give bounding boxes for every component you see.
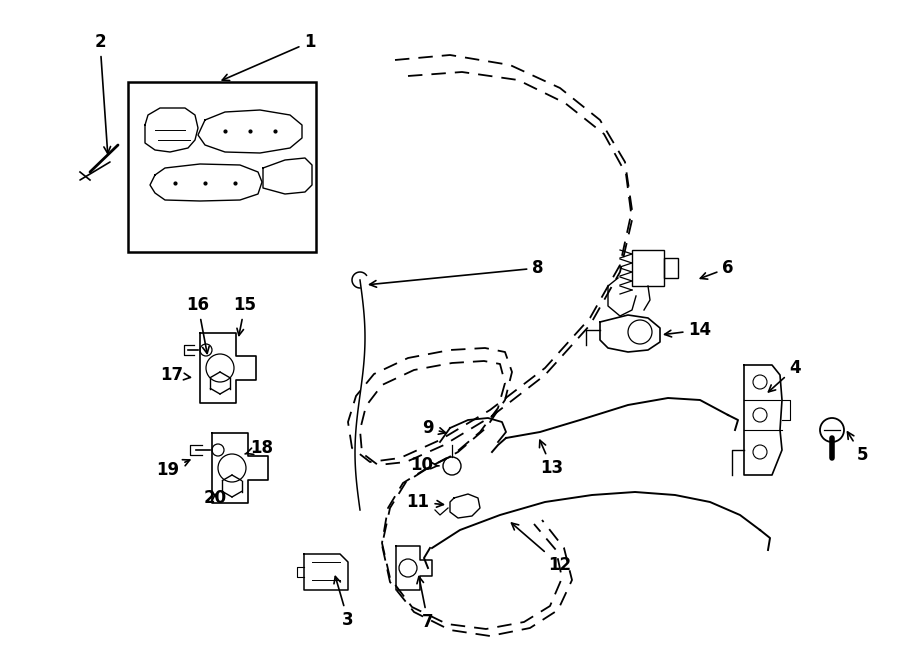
- Bar: [128, 82, 316, 252]
- Text: 20: 20: [203, 489, 227, 507]
- Text: 7: 7: [417, 576, 434, 631]
- Text: 13: 13: [539, 440, 563, 477]
- Text: 17: 17: [160, 366, 191, 384]
- Text: 11: 11: [407, 493, 444, 511]
- Text: 12: 12: [511, 523, 572, 574]
- Text: 2: 2: [94, 33, 111, 153]
- Text: 8: 8: [370, 259, 544, 288]
- Text: 15: 15: [233, 296, 256, 335]
- Text: 6: 6: [700, 259, 734, 279]
- Text: 4: 4: [769, 359, 801, 392]
- Text: 3: 3: [334, 576, 354, 629]
- Text: 16: 16: [186, 296, 210, 354]
- Bar: [664, 258, 678, 278]
- Text: 1: 1: [222, 33, 316, 81]
- Bar: [632, 250, 664, 286]
- Text: 5: 5: [848, 432, 868, 464]
- Text: 14: 14: [664, 321, 712, 339]
- Text: 19: 19: [157, 459, 190, 479]
- Text: 10: 10: [410, 456, 439, 474]
- Text: 9: 9: [422, 419, 446, 437]
- Text: 18: 18: [245, 439, 274, 457]
